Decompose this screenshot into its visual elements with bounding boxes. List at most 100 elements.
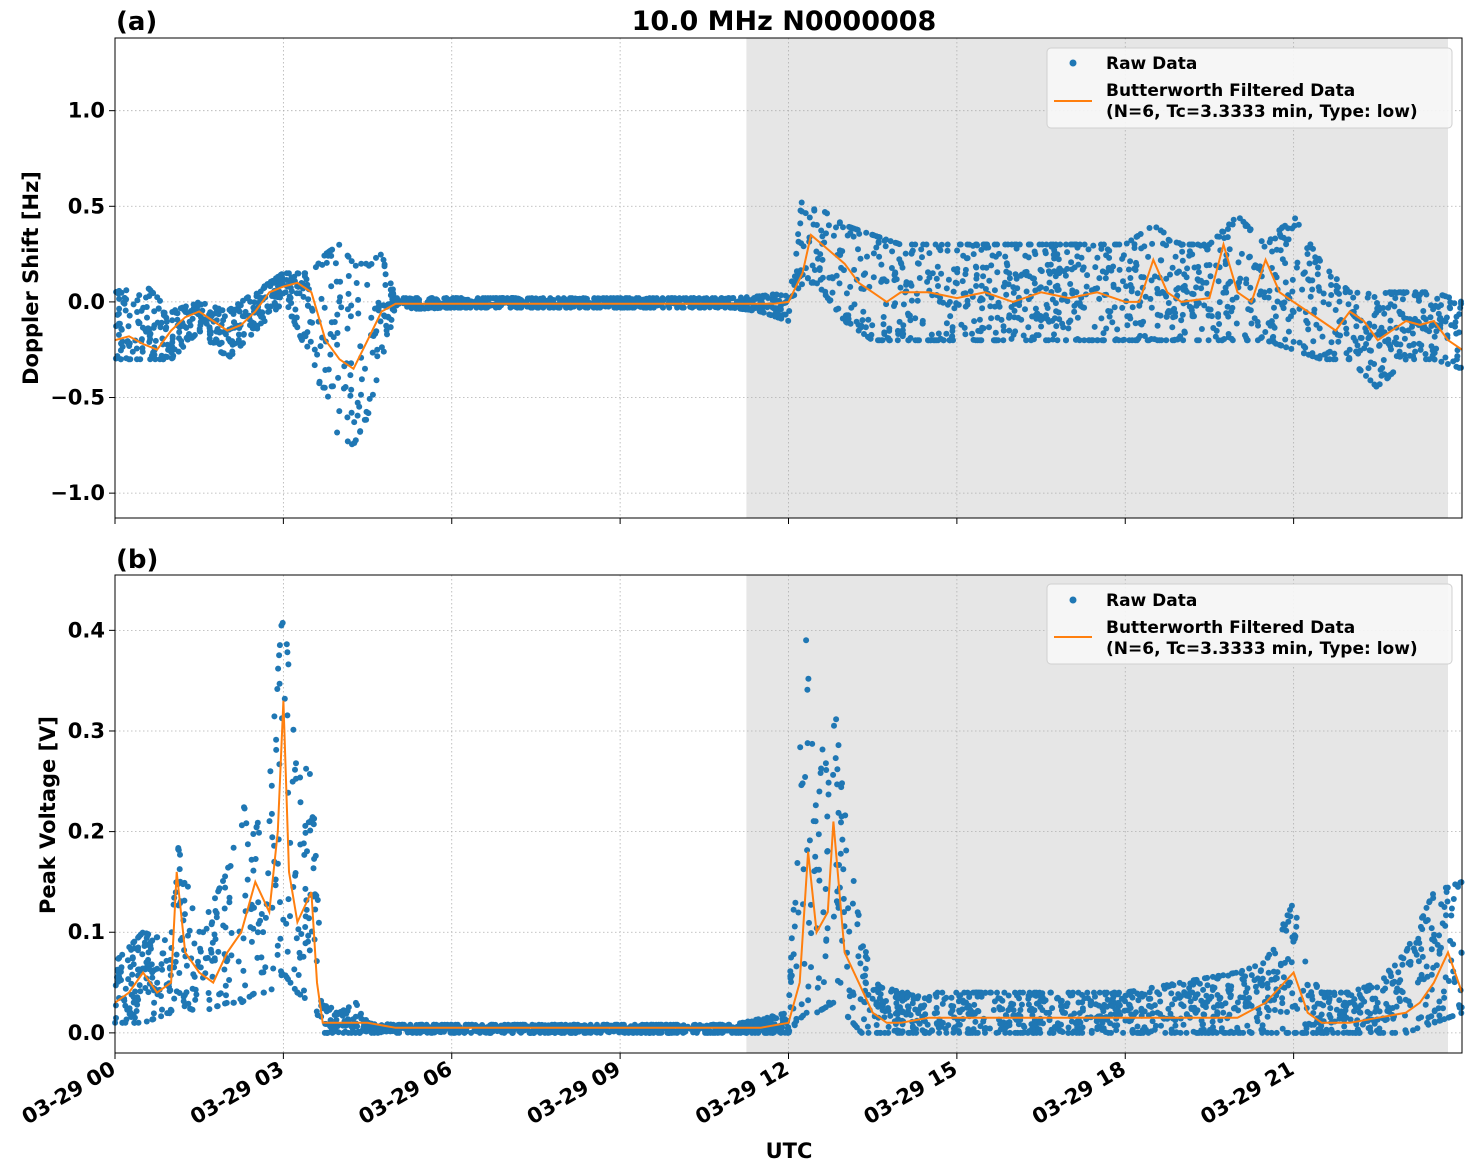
raw-data-point — [1058, 296, 1065, 303]
raw-data-point — [1428, 925, 1435, 932]
raw-data-point — [931, 1010, 938, 1017]
raw-data-point — [1407, 1002, 1414, 1009]
raw-data-point — [1418, 946, 1425, 953]
raw-data-point — [268, 986, 275, 993]
panel-b: (b) 0.00.10.20.30.4 03-29 00 03-29 03 03-2… — [18, 545, 1465, 1129]
raw-data-point — [224, 956, 231, 963]
raw-data-point — [297, 954, 303, 961]
raw-data-point — [231, 319, 237, 326]
raw-data-point — [351, 440, 358, 446]
raw-data-point — [142, 985, 149, 991]
raw-data-point — [293, 290, 300, 297]
raw-data-point — [847, 283, 854, 290]
raw-data-point — [240, 935, 247, 942]
raw-data-point — [786, 992, 793, 999]
raw-data-point — [292, 872, 299, 879]
raw-data-point — [1364, 294, 1371, 301]
raw-data-point — [986, 277, 993, 284]
raw-data-point — [840, 267, 847, 274]
raw-data-point — [956, 241, 963, 248]
raw-data-point — [1221, 336, 1228, 342]
raw-data-point — [240, 331, 247, 337]
raw-data-point — [540, 303, 547, 310]
raw-data-point — [197, 948, 204, 955]
raw-data-point — [382, 271, 389, 278]
raw-data-point — [1131, 245, 1138, 251]
raw-data-point — [228, 952, 235, 959]
raw-data-point — [704, 296, 710, 303]
raw-data-point — [417, 1029, 424, 1036]
raw-data-point — [455, 304, 462, 311]
raw-data-point — [769, 304, 776, 311]
raw-data-point — [1183, 992, 1190, 999]
raw-data-point — [144, 314, 150, 321]
raw-data-point — [253, 290, 260, 297]
raw-data-point — [125, 323, 132, 330]
raw-data-point — [1084, 272, 1091, 279]
raw-data-point — [1044, 261, 1051, 268]
raw-data-point — [1074, 314, 1081, 321]
raw-data-point — [1071, 308, 1078, 315]
raw-data-point — [1094, 337, 1101, 344]
raw-data-point — [1080, 264, 1087, 271]
raw-data-point — [138, 336, 145, 343]
raw-data-point — [1305, 276, 1312, 283]
raw-data-point — [769, 291, 776, 298]
raw-data-point — [946, 299, 953, 305]
raw-data-point — [380, 348, 387, 355]
raw-data-point — [857, 1028, 864, 1035]
raw-data-point — [285, 304, 292, 311]
raw-data-point — [1322, 351, 1329, 358]
raw-data-point — [207, 339, 214, 346]
raw-data-point — [1423, 963, 1430, 970]
raw-data-point — [1283, 236, 1290, 243]
raw-data-point — [334, 311, 341, 318]
raw-data-point — [186, 318, 193, 325]
raw-data-point — [166, 988, 173, 994]
raw-data-point — [947, 1010, 954, 1016]
raw-data-point — [123, 287, 130, 294]
raw-data-point — [857, 960, 864, 967]
raw-data-point — [1300, 343, 1307, 350]
raw-data-point — [223, 999, 230, 1006]
raw-data-point — [1204, 290, 1211, 297]
raw-data-point — [1154, 1009, 1161, 1016]
raw-data-point — [823, 936, 830, 943]
raw-data-point — [1193, 302, 1200, 309]
raw-data-point — [1266, 287, 1273, 294]
raw-data-point — [1433, 328, 1440, 335]
raw-data-point — [1335, 338, 1342, 345]
raw-data-point — [239, 999, 246, 1006]
raw-data-point — [804, 740, 811, 747]
raw-data-point — [972, 337, 979, 344]
raw-data-point — [146, 286, 153, 292]
raw-data-point — [1264, 1013, 1271, 1020]
raw-data-point — [289, 313, 296, 320]
raw-data-point — [1036, 241, 1043, 248]
raw-data-point — [833, 716, 840, 723]
raw-data-point — [1455, 883, 1461, 890]
raw-data-point — [1183, 274, 1190, 281]
raw-data-point — [365, 410, 372, 417]
raw-data-point — [370, 333, 377, 339]
raw-data-point — [873, 999, 880, 1006]
raw-data-point — [1284, 912, 1291, 919]
raw-data-point — [1406, 316, 1413, 323]
raw-data-point — [1444, 361, 1451, 367]
raw-data-point — [876, 253, 883, 260]
raw-data-point — [1063, 241, 1069, 248]
raw-data-point — [1172, 1022, 1179, 1029]
raw-data-point — [1187, 998, 1194, 1005]
raw-data-point — [1277, 1008, 1284, 1015]
raw-data-point — [1416, 340, 1423, 347]
raw-data-point — [885, 1023, 892, 1030]
raw-data-point — [366, 262, 372, 269]
raw-data-point — [690, 295, 697, 302]
raw-data-point — [1431, 1018, 1438, 1025]
raw-data-point — [265, 308, 272, 315]
raw-data-point — [375, 299, 382, 306]
raw-data-point — [1272, 235, 1279, 242]
raw-data-point — [1386, 372, 1393, 379]
raw-data-point — [295, 926, 302, 933]
raw-data-point — [1006, 275, 1013, 282]
